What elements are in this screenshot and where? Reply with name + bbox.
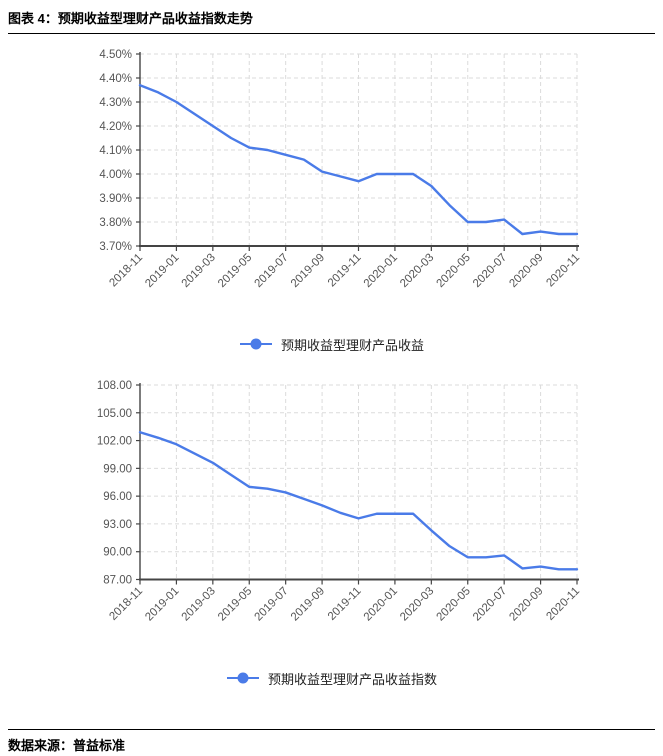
svg-text:96.00: 96.00 bbox=[103, 491, 132, 503]
svg-text:2019-03: 2019-03 bbox=[180, 252, 218, 290]
svg-text:2020-07: 2020-07 bbox=[471, 585, 509, 623]
svg-text:3.80%: 3.80% bbox=[99, 217, 132, 229]
svg-text:99.00: 99.00 bbox=[103, 463, 132, 475]
svg-text:2019-09: 2019-09 bbox=[289, 585, 327, 623]
svg-text:2020-07: 2020-07 bbox=[471, 252, 509, 290]
index-line-chart: 108.00 105.00 102.00 99.00 96.00 93.00 90.00 87… bbox=[97, 380, 582, 623]
svg-text:2020-11: 2020-11 bbox=[544, 585, 582, 623]
yield-chart-legend: 预期收益型理财产品收益 bbox=[0, 334, 663, 354]
svg-text:2020-05: 2020-05 bbox=[435, 585, 473, 623]
data-source-name: 普益标准 bbox=[73, 738, 126, 753]
svg-text:2020-03: 2020-03 bbox=[398, 252, 436, 290]
legend-label: 预期收益型理财产品收益 bbox=[280, 337, 424, 353]
svg-text:2018-11: 2018-11 bbox=[107, 585, 145, 623]
svg-text:4.50%: 4.50% bbox=[99, 49, 132, 61]
svg-text:2019-01: 2019-01 bbox=[143, 585, 181, 623]
svg-text:4.20%: 4.20% bbox=[99, 121, 132, 133]
svg-text:2020-01: 2020-01 bbox=[362, 585, 400, 623]
svg-text:4.00%: 4.00% bbox=[99, 169, 132, 181]
svg-text:2019-01: 2019-01 bbox=[143, 252, 181, 290]
svg-text:2020-09: 2020-09 bbox=[507, 585, 545, 623]
svg-text:2019-03: 2019-03 bbox=[180, 585, 218, 623]
svg-text:90.00: 90.00 bbox=[103, 547, 132, 559]
data-source-label: 数据来源： bbox=[8, 738, 74, 753]
footer-divider bbox=[8, 729, 655, 730]
svg-text:87.00: 87.00 bbox=[103, 575, 132, 587]
svg-text:2020-01: 2020-01 bbox=[362, 252, 400, 290]
svg-text:108.00: 108.00 bbox=[97, 380, 132, 392]
svg-text:4.30%: 4.30% bbox=[99, 97, 132, 109]
svg-text:2019-07: 2019-07 bbox=[252, 252, 290, 290]
svg-text:2019-09: 2019-09 bbox=[289, 252, 327, 290]
svg-text:93.00: 93.00 bbox=[103, 519, 132, 531]
svg-text:4.40%: 4.40% bbox=[99, 73, 132, 85]
svg-text:2019-11: 2019-11 bbox=[326, 585, 364, 623]
svg-text:4.10%: 4.10% bbox=[99, 145, 132, 157]
svg-text:2020-03: 2020-03 bbox=[398, 585, 436, 623]
svg-text:3.70%: 3.70% bbox=[99, 241, 132, 253]
page-title: 图表 4：预期收益型理财产品收益指数走势 bbox=[8, 11, 253, 26]
legend-label: 预期收益型理财产品收益指数 bbox=[267, 671, 437, 687]
yield-line-chart: 4.50% 4.40% 4.30% 4.20% 4.10% 4.00% 3.90% 3.80%… bbox=[99, 49, 582, 290]
svg-text:105.00: 105.00 bbox=[97, 408, 132, 420]
svg-text:2019-11: 2019-11 bbox=[326, 252, 364, 290]
title-divider bbox=[8, 33, 655, 34]
svg-text:2018-11: 2018-11 bbox=[107, 252, 145, 290]
svg-text:2019-05: 2019-05 bbox=[216, 585, 254, 623]
legend-line-marker-icon bbox=[239, 338, 272, 350]
svg-text:3.90%: 3.90% bbox=[99, 193, 132, 205]
legend-line-marker-icon bbox=[226, 672, 259, 684]
svg-text:2020-09: 2020-09 bbox=[507, 252, 545, 290]
svg-text:102.00: 102.00 bbox=[97, 436, 132, 448]
svg-text:2020-05: 2020-05 bbox=[435, 252, 473, 290]
data-source: 数据来源：普益标准 bbox=[8, 735, 125, 754]
svg-text:2019-05: 2019-05 bbox=[216, 252, 254, 290]
svg-text:2019-07: 2019-07 bbox=[252, 585, 290, 623]
index-chart-legend: 预期收益型理财产品收益指数 bbox=[0, 668, 663, 688]
svg-text:2020-11: 2020-11 bbox=[544, 252, 582, 290]
